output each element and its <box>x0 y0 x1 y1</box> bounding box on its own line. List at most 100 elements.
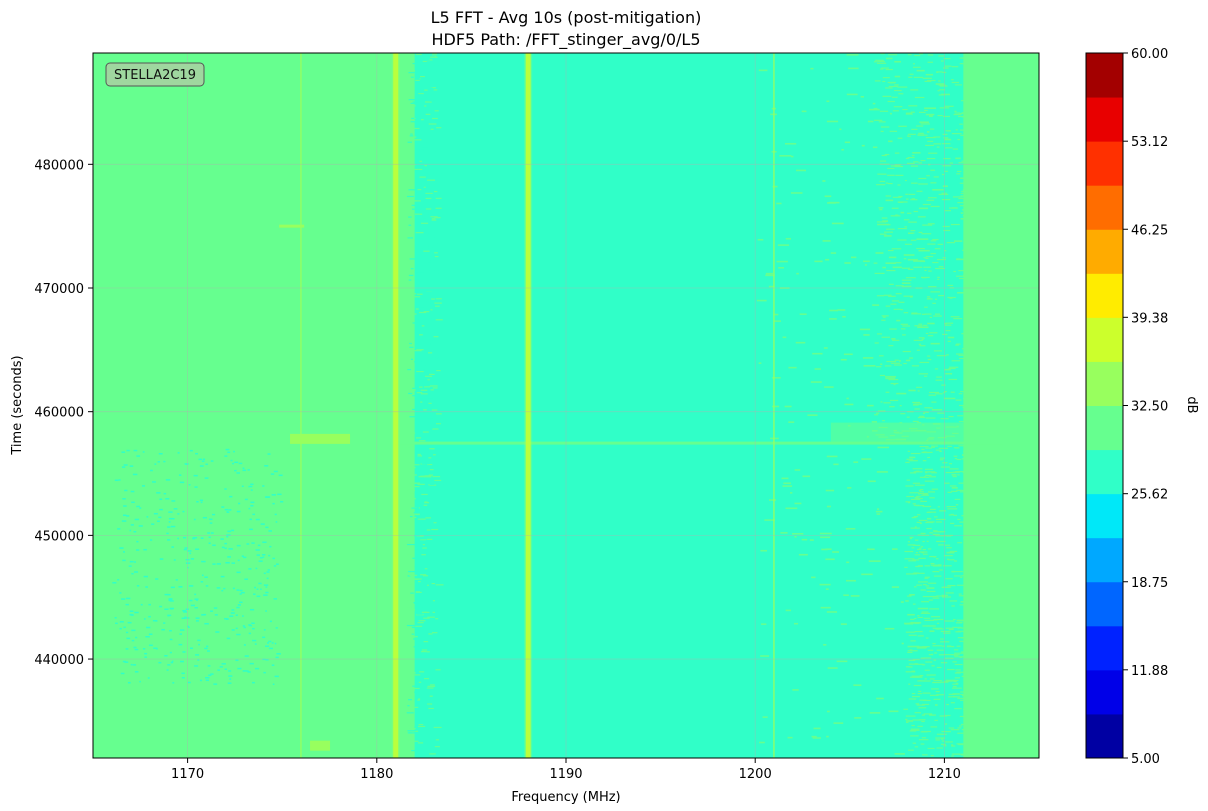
heatmap-cell <box>413 139 422 141</box>
heatmap-cell <box>911 547 915 549</box>
heatmap-cell <box>423 186 426 188</box>
heatmap-cell <box>408 467 416 469</box>
heatmap-cell <box>912 742 917 744</box>
heatmap-cell <box>759 741 765 744</box>
heatmap-cell <box>929 316 932 318</box>
heatmap-cell <box>421 209 428 211</box>
heatmap-cell <box>885 391 890 393</box>
heatmap-cell <box>252 513 256 516</box>
heatmap-cell <box>907 258 918 261</box>
heatmap-cell <box>905 501 911 503</box>
heatmap-cell <box>950 702 955 704</box>
heatmap-cell <box>918 557 926 559</box>
heatmap-cell <box>415 653 421 655</box>
heatmap-cell <box>426 386 431 388</box>
heatmap-cell <box>923 617 931 619</box>
heatmap-cell <box>944 210 952 212</box>
heatmap-cell <box>242 469 247 472</box>
heatmap-cell <box>166 669 169 671</box>
heatmap-cell <box>125 648 129 650</box>
heatmap-cell <box>860 96 865 98</box>
heatmap-cell <box>930 342 940 345</box>
heatmap-cell <box>416 550 425 552</box>
heatmap-cell <box>955 682 959 684</box>
heatmap-cell <box>842 315 846 318</box>
heatmap-cell <box>408 699 412 701</box>
heatmap-cell <box>171 500 176 502</box>
heatmap-cell <box>888 140 893 143</box>
heatmap-cell <box>275 627 278 629</box>
heatmap-cell <box>936 71 939 73</box>
heatmap-cell <box>949 366 959 368</box>
heatmap-cell <box>939 569 943 571</box>
heatmap-cell <box>146 516 149 518</box>
heatmap-cell <box>410 358 414 360</box>
heatmap-cell <box>949 162 954 164</box>
heatmap-cell <box>431 298 435 300</box>
heatmap-cell <box>178 474 182 476</box>
heatmap-cell <box>917 416 926 419</box>
heatmap-cell <box>921 233 932 235</box>
heatmap-cell <box>224 508 229 511</box>
heatmap-cell <box>912 420 919 423</box>
heatmap-cell <box>421 554 426 556</box>
heatmap-cell <box>913 66 921 68</box>
heatmap-cell <box>927 54 934 56</box>
heatmap-cell <box>158 661 162 664</box>
heatmap-cell <box>944 250 947 252</box>
heatmap-cell <box>167 593 171 596</box>
heatmap-cell <box>853 684 862 687</box>
heatmap-cell <box>872 146 878 149</box>
heatmap-cell <box>942 67 949 69</box>
heatmap-cell <box>188 585 194 587</box>
heatmap-cell <box>273 565 277 567</box>
heatmap-cell <box>887 174 895 176</box>
heatmap-cell <box>922 77 932 79</box>
heatmap-cell <box>961 729 970 731</box>
heatmap-cell <box>963 708 966 711</box>
heatmap-cell <box>229 678 232 680</box>
heatmap-cell <box>953 455 958 457</box>
heatmap-cell <box>924 134 928 136</box>
heatmap-cell <box>167 539 171 541</box>
heatmap-cell <box>885 195 892 197</box>
heatmap-cell <box>140 603 143 606</box>
heatmap-cell <box>411 204 420 206</box>
heatmap-cell <box>132 664 137 666</box>
heatmap-cell <box>418 602 426 605</box>
heatmap-cell <box>924 480 935 482</box>
heatmap-cell <box>131 572 134 575</box>
colorbar-label: dB <box>1184 396 1199 413</box>
heatmap-cell <box>958 420 965 423</box>
heatmap-cell <box>243 556 247 559</box>
heatmap-cell <box>948 628 954 631</box>
heatmap-cell <box>419 176 426 178</box>
heatmap-cell <box>872 102 876 105</box>
heatmap-cell <box>922 505 932 508</box>
heatmap-cell <box>904 566 908 568</box>
heatmap-cell <box>407 389 412 391</box>
heatmap-cell <box>944 390 947 393</box>
heatmap-cell <box>861 573 873 576</box>
heatmap-cell <box>428 326 433 328</box>
heatmap-cell <box>925 144 934 146</box>
heatmap-cell <box>883 235 892 237</box>
heatmap-cell <box>237 667 242 670</box>
heatmap-cell <box>129 560 134 563</box>
heatmap-cell <box>943 555 953 557</box>
heatmap-cell <box>194 593 197 596</box>
heatmap-cell <box>961 515 971 517</box>
heatmap-cell <box>907 645 920 648</box>
heatmap-cell <box>416 349 424 351</box>
heatmap-cell <box>906 416 910 418</box>
heatmap-cell <box>214 614 218 616</box>
heatmap-cell <box>921 714 926 716</box>
heatmap-cell <box>946 703 949 706</box>
heatmap-cell <box>427 179 435 181</box>
heatmap-cell <box>885 87 893 89</box>
heatmap-cell <box>957 732 966 734</box>
heatmap-cell <box>904 179 907 182</box>
heatmap-cell <box>907 133 916 135</box>
heatmap-cell <box>436 425 442 427</box>
